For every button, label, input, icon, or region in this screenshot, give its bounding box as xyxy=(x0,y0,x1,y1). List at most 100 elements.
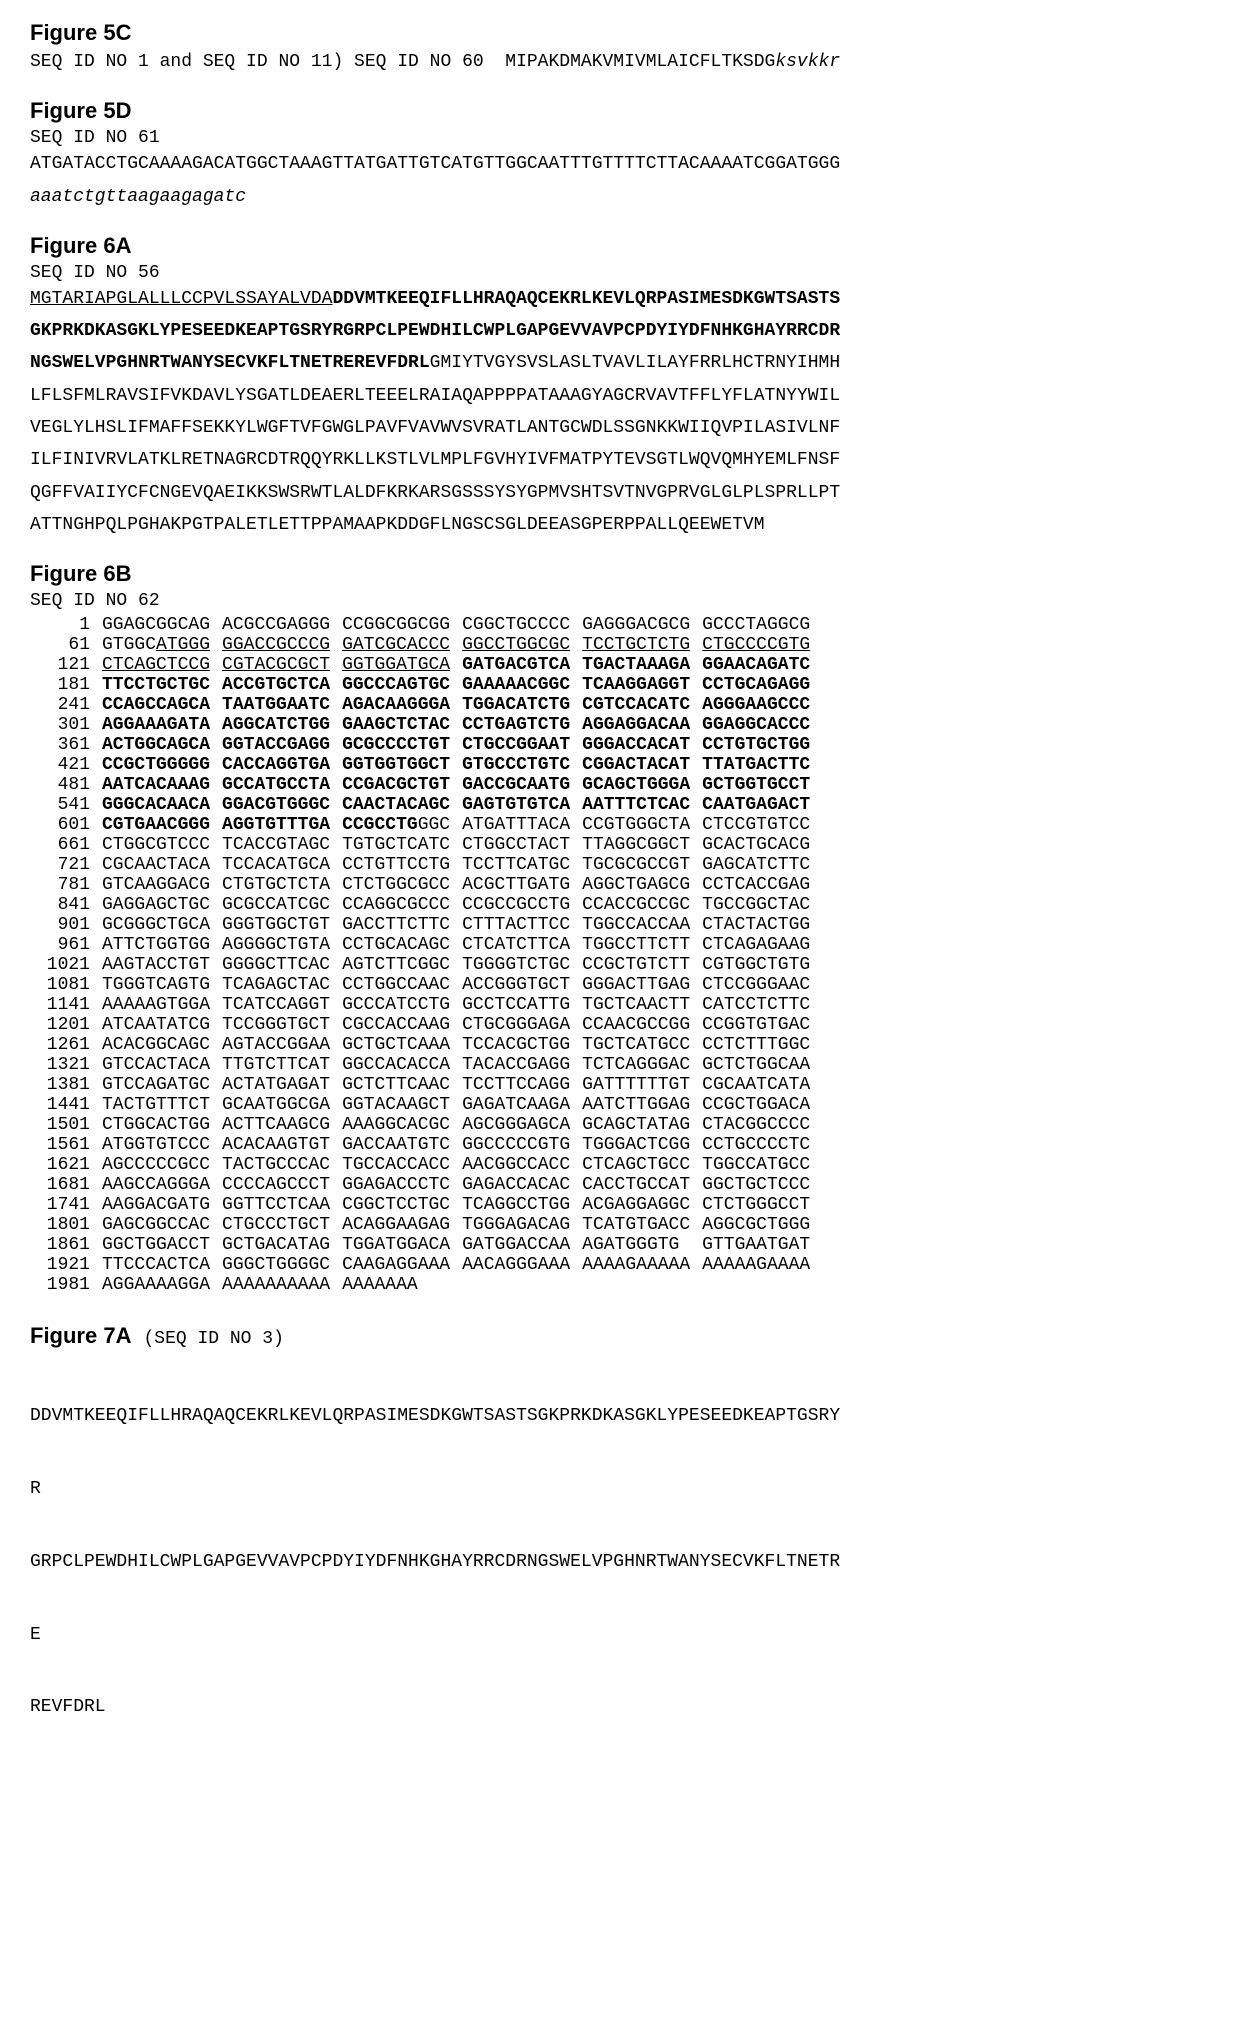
sequence-group: GAGTGTGTCA xyxy=(462,795,582,815)
sequence-group: GGGACTTGAG xyxy=(582,975,702,995)
figure-6a-line7: QGFFVAIIYCFCNGEVQAEIKKSWSRWTLALDFKRKARSG… xyxy=(30,481,1210,505)
sequence-group: TACTGCCCAC xyxy=(222,1155,342,1175)
sequence-position: 1921 xyxy=(30,1255,102,1275)
sequence-group: GCTGGTGCCT xyxy=(702,775,822,795)
sequence-group: TCCTTCATGC xyxy=(462,855,582,875)
fig6a-l3-plain: GMIYTVGYSVSLASLTVAVLILAYFRRLHCTRNYIHMH xyxy=(430,353,840,373)
sequence-group: CCGTGGGCTA xyxy=(582,815,702,835)
sequence-group: ATGGTGTCCC xyxy=(102,1135,222,1155)
sequence-group: GCCTCCATTG xyxy=(462,995,582,1015)
sequence-position: 601 xyxy=(30,815,102,835)
sequence-position: 181 xyxy=(30,675,102,695)
sequence-group: CGGACTACAT xyxy=(582,755,702,775)
figure-6a-line4: LFLSFMLRAVSIFVKDAVLYSGATLDEAERLTEEELRAIA… xyxy=(30,384,1210,408)
sequence-position: 361 xyxy=(30,735,102,755)
sequence-group: GCGCCCCTGT xyxy=(342,735,462,755)
sequence-group: ACTGGCAGCA xyxy=(102,735,222,755)
sequence-group: TGCGCGCCGT xyxy=(582,855,702,875)
sequence-group: GTCCACTACA xyxy=(102,1055,222,1075)
sequence-group: CTGTGCTCTA xyxy=(222,875,342,895)
fig6a-l1-bold: DDVMTKEEQIFLLHRAQAQCEKRLKEVLQRPASIMESDKG… xyxy=(332,289,840,309)
sequence-row: 121CTCAGCTCCGCGTACGCGCTGGTGGATGCAGATGACG… xyxy=(30,655,822,675)
sequence-group: CTGCGGGAGA xyxy=(462,1015,582,1035)
sequence-group: CCTGCAGAGG xyxy=(702,675,822,695)
sequence-group: GGTACAAGCT xyxy=(342,1095,462,1115)
sequence-position: 901 xyxy=(30,915,102,935)
sequence-row: 1261ACACGGCAGCAGTACCGGAAGCTGCTCAAATCCACG… xyxy=(30,1035,822,1055)
sequence-group: ACTTCAAGCG xyxy=(222,1115,342,1135)
sequence-group: ATGATTTACA xyxy=(462,815,582,835)
sequence-group: GCTGACATAG xyxy=(222,1235,342,1255)
fig7a-l1: DDVMTKEEQIFLLHRAQAQCEKRLKEVLQRPASIMESDKG… xyxy=(30,1404,1210,1428)
sequence-group: CTGCCCCGTG xyxy=(702,635,822,655)
sequence-group: GGTGGTGGCT xyxy=(342,755,462,775)
sequence-group: CTTTACTTCC xyxy=(462,915,582,935)
sequence-group: GCGCCATCGC xyxy=(222,895,342,915)
figure-5d-line2: aaatctgttaagaagagatc xyxy=(30,185,1210,209)
sequence-group: CAATGAGACT xyxy=(702,795,822,815)
sequence-row: 1921TTCCCACTCAGGGCTGGGGCCAAGAGGAAAAACAGG… xyxy=(30,1255,822,1275)
sequence-group: GGACGTGGGC xyxy=(222,795,342,815)
sequence-group: TGCTCATGCC xyxy=(582,1035,702,1055)
sequence-row: 1141AAAAAGTGGATCATCCAGGTGCCCATCCTGGCCTCC… xyxy=(30,995,822,1015)
sequence-group: GGACCGCCCG xyxy=(222,635,342,655)
sequence-row: 1981AGGAAAAGGAAAAAAAAAAAAAAAAAA xyxy=(30,1275,822,1295)
sequence-row: 661CTGGCGTCCCTCACCGTAGCTGTGCTCATCCTGGCCT… xyxy=(30,835,822,855)
sequence-group: ATTCTGGTGG xyxy=(102,935,222,955)
figure-5d-line1: ATGATACCTGCAAAAGACATGGCTAAAGTTATGATTGTCA… xyxy=(30,152,1210,176)
sequence-position: 1081 xyxy=(30,975,102,995)
sequence-position: 121 xyxy=(30,655,102,675)
figure-7a-heading-row: Figure 7A (SEQ ID NO 3) xyxy=(30,1323,1210,1349)
sequence-group: GATGGACCAA xyxy=(462,1235,582,1255)
sequence-group: TGTGCTCATC xyxy=(342,835,462,855)
sequence-group: ACAGGAAGAG xyxy=(342,1215,462,1235)
sequence-group: GGCTGCTCCC xyxy=(702,1175,822,1195)
figure-7a-sequence: DDVMTKEEQIFLLHRAQAQCEKRLKEVLQRPASIMESDKG… xyxy=(30,1355,1210,1744)
sequence-position: 781 xyxy=(30,875,102,895)
sequence-group: TTATGACTTC xyxy=(702,755,822,775)
sequence-group: CTGGCACTGG xyxy=(102,1115,222,1135)
sequence-group: GACCTTCTTC xyxy=(342,915,462,935)
sequence-position: 1 xyxy=(30,615,102,635)
sequence-position: 481 xyxy=(30,775,102,795)
fig7a-l3: GRPCLPEWDHILCWPLGAPGEVVAVPCPDYIYDFNHKGHA… xyxy=(30,1550,1210,1574)
sequence-row: 481AATCACAAAGGCCATGCCTACCGACGCTGTGACCGCA… xyxy=(30,775,822,795)
sequence-group: CCGGCGGCGG xyxy=(342,615,462,635)
sequence-position: 1321 xyxy=(30,1055,102,1075)
sequence-group: AGGGAAGCCC xyxy=(702,695,822,715)
sequence-row: 181TTCCTGCTGCACCGTGCTCAGGCCCAGTGCGAAAAAC… xyxy=(30,675,822,695)
sequence-group: GGAACAGATC xyxy=(702,655,822,675)
sequence-group: TTCCCACTCA xyxy=(102,1255,222,1275)
sequence-position: 1681 xyxy=(30,1175,102,1195)
sequence-group: CTCAGAGAAG xyxy=(702,935,822,955)
sequence-group: ACCGGGTGCT xyxy=(462,975,582,995)
sequence-group: TGACTAAAGA xyxy=(582,655,702,675)
sequence-group: ACACGGCAGC xyxy=(102,1035,222,1055)
sequence-group: GGAGACCCTC xyxy=(342,1175,462,1195)
sequence-group: TGGGAGACAG xyxy=(462,1215,582,1235)
sequence-row: 721CGCAACTACATCCACATGCACCTGTTCCTGTCCTTCA… xyxy=(30,855,822,875)
sequence-row: 901GCGGGCTGCAGGGTGGCTGTGACCTTCTTCCTTTACT… xyxy=(30,915,822,935)
sequence-group: GCTGCTCAAA xyxy=(342,1035,462,1055)
sequence-group: TCCTGCTCTG xyxy=(582,635,702,655)
sequence-group: AAGTACCTGT xyxy=(102,955,222,975)
sequence-group: ATCAATATCG xyxy=(102,1015,222,1035)
figure-7a-seq-id: (SEQ ID NO 3) xyxy=(143,1329,283,1349)
sequence-group: GGGACCACAT xyxy=(582,735,702,755)
sequence-group: GGCCCCCGTG xyxy=(462,1135,582,1155)
sequence-group: GCAGCTGGGA xyxy=(582,775,702,795)
sequence-group: ACGCTTGATG xyxy=(462,875,582,895)
sequence-position: 1861 xyxy=(30,1235,102,1255)
sequence-group: TGGGTCAGTG xyxy=(102,975,222,995)
sequence-row: 1741AAGGACGATGGGTTCCTCAACGGCTCCTGCTCAGGC… xyxy=(30,1195,822,1215)
sequence-group: AGGAGGACAA xyxy=(582,715,702,735)
sequence-group: TCCACGCTGG xyxy=(462,1035,582,1055)
sequence-group: CCGCCGCCTG xyxy=(462,895,582,915)
sequence-group: TGCCACCACC xyxy=(342,1155,462,1175)
sequence-group: AAGGACGATG xyxy=(102,1195,222,1215)
sequence-row: 301AGGAAAGATAAGGCATCTGGGAAGCTCTACCCTGAGT… xyxy=(30,715,822,735)
sequence-group: GAGGGACGCG xyxy=(582,615,702,635)
sequence-position: 841 xyxy=(30,895,102,915)
sequence-group: CCGCTGGACA xyxy=(702,1095,822,1115)
sequence-row: 961ATTCTGGTGGAGGGGCTGTACCTGCACAGCCTCATCT… xyxy=(30,935,822,955)
